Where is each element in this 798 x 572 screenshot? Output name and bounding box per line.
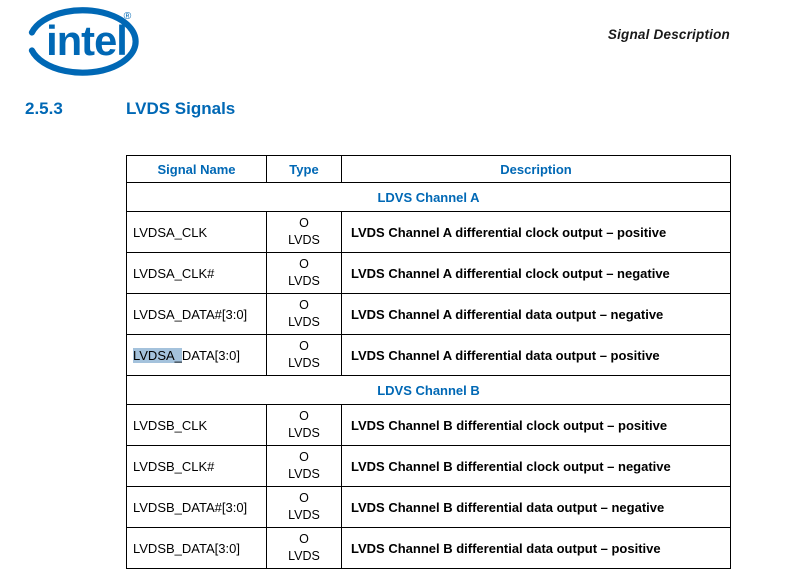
type-direction: O bbox=[299, 257, 309, 272]
type-direction: O bbox=[299, 216, 309, 231]
type-cell: O LVDS bbox=[266, 404, 342, 446]
type-standard: LVDS bbox=[288, 233, 320, 247]
type-cell: O LVDS bbox=[266, 334, 342, 376]
type-standard: LVDS bbox=[288, 549, 320, 563]
intel-logo-text: intel bbox=[46, 17, 127, 64]
description-cell: LVDS Channel A differential data output … bbox=[341, 334, 731, 376]
signal-name: LVDSA_DATA#[3:0] bbox=[133, 306, 248, 322]
type-direction: O bbox=[299, 298, 309, 313]
signal-name: DATA[3:0] bbox=[181, 347, 240, 363]
table-row: LVDSA_DATA[3:0] O LVDS LVDS Channel A di… bbox=[126, 334, 731, 376]
signal-name: LVDSA_CLK bbox=[133, 224, 208, 240]
type-cell: O LVDS bbox=[266, 527, 342, 569]
signal-name-cell: LVDSA_CLK bbox=[126, 211, 267, 253]
type-cell: O LVDS bbox=[266, 445, 342, 487]
signal-name-cell: LVDSB_CLK bbox=[126, 404, 267, 446]
signal-name-cell: LVDSB_DATA#[3:0] bbox=[126, 486, 267, 528]
signal-name-cell: LVDSA_DATA[3:0] bbox=[126, 334, 267, 376]
type-standard: LVDS bbox=[288, 315, 320, 329]
table-row: LVDSA_CLK O LVDS LVDS Channel A differen… bbox=[126, 211, 731, 253]
type-standard: LVDS bbox=[288, 467, 320, 481]
table-row: LVDSA_CLK# O LVDS LVDS Channel A differe… bbox=[126, 252, 731, 294]
signal-name-cell: LVDSA_DATA#[3:0] bbox=[126, 293, 267, 335]
selected-text[interactable]: LVDSA_ bbox=[133, 347, 182, 363]
description-cell: LVDS Channel A differential clock output… bbox=[341, 211, 731, 253]
type-cell: O LVDS bbox=[266, 486, 342, 528]
description-cell: LVDS Channel A differential clock output… bbox=[341, 252, 731, 294]
signal-name-cell: LVDSA_CLK# bbox=[126, 252, 267, 294]
description-cell: LVDS Channel B differential data output … bbox=[341, 486, 731, 528]
section-number: 2.5.3 bbox=[25, 99, 63, 118]
channel-a-label: LDVS Channel A bbox=[126, 182, 731, 212]
intel-logo: intel ® bbox=[28, 7, 139, 76]
column-header-signal-name: Signal Name bbox=[126, 155, 267, 183]
lvds-signals-table: Signal Name Type Description LDVS Channe… bbox=[126, 155, 731, 569]
column-header-description: Description bbox=[341, 155, 731, 183]
table-row: LVDSB_DATA[3:0] O LVDS LVDS Channel B di… bbox=[126, 527, 731, 569]
type-direction: O bbox=[299, 491, 309, 506]
type-cell: O LVDS bbox=[266, 293, 342, 335]
channel-b-label: LDVS Channel B bbox=[126, 375, 731, 405]
signal-name: LVDSB_DATA[3:0] bbox=[133, 540, 240, 556]
registered-mark: ® bbox=[124, 11, 132, 22]
type-direction: O bbox=[299, 450, 309, 465]
signal-name: LVDSA_CLK# bbox=[133, 265, 215, 281]
table-row: LVDSB_DATA#[3:0] O LVDS LVDS Channel B d… bbox=[126, 486, 731, 528]
type-standard: LVDS bbox=[288, 356, 320, 370]
type-direction: O bbox=[299, 409, 309, 424]
type-direction: O bbox=[299, 339, 309, 354]
type-standard: LVDS bbox=[288, 426, 320, 440]
signal-name: LVDSB_CLK bbox=[133, 417, 208, 433]
description-cell: LVDS Channel B differential data output … bbox=[341, 527, 731, 569]
running-header-title: Signal Description bbox=[607, 27, 730, 42]
type-standard: LVDS bbox=[288, 274, 320, 288]
table-header-row: Signal Name Type Description bbox=[126, 155, 731, 183]
signal-name-cell: LVDSB_CLK# bbox=[126, 445, 267, 487]
type-direction: O bbox=[299, 532, 309, 547]
signal-name-cell: LVDSB_DATA[3:0] bbox=[126, 527, 267, 569]
type-cell: O LVDS bbox=[266, 211, 342, 253]
table-row: LVDSB_CLK# O LVDS LVDS Channel B differe… bbox=[126, 445, 731, 487]
column-header-type: Type bbox=[266, 155, 342, 183]
description-cell: LVDS Channel B differential clock output… bbox=[341, 404, 731, 446]
table-row: LVDSA_DATA#[3:0] O LVDS LVDS Channel A d… bbox=[126, 293, 731, 335]
intel-swirl-icon bbox=[28, 7, 139, 76]
section-title: LVDS Signals bbox=[126, 99, 236, 118]
channel-a-section-row: LDVS Channel A bbox=[126, 182, 731, 212]
description-cell: LVDS Channel B differential clock output… bbox=[341, 445, 731, 487]
table-row: LVDSB_CLK O LVDS LVDS Channel B differen… bbox=[126, 404, 731, 446]
signal-name: LVDSB_CLK# bbox=[133, 458, 215, 474]
channel-b-section-row: LDVS Channel B bbox=[126, 375, 731, 405]
description-cell: LVDS Channel A differential data output … bbox=[341, 293, 731, 335]
type-cell: O LVDS bbox=[266, 252, 342, 294]
signal-name: LVDSB_DATA#[3:0] bbox=[133, 499, 248, 515]
type-standard: LVDS bbox=[288, 508, 320, 522]
